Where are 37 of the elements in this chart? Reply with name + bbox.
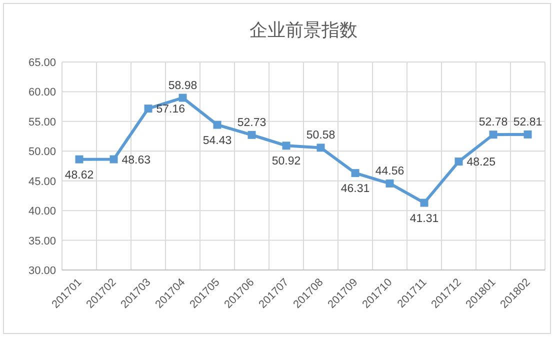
- data-label: 48.62: [64, 169, 94, 182]
- point: [248, 130, 256, 139]
- data-label: 52.73: [237, 116, 266, 129]
- data-label: 41.31: [410, 212, 439, 225]
- y-tick-label: 45.00: [28, 176, 56, 188]
- data-label: 58.98: [168, 80, 198, 92]
- point: [454, 158, 463, 166]
- data-label: 44.56: [375, 165, 404, 178]
- data-label: 46.31: [340, 183, 370, 196]
- data-label: 57.16: [156, 104, 186, 116]
- point: [489, 130, 498, 139]
- y-tick-label: 30.00: [28, 265, 56, 277]
- point: [144, 104, 152, 113]
- data-label: 54.43: [202, 134, 232, 147]
- data-label: 48.25: [466, 156, 496, 169]
- point: [316, 144, 325, 152]
- point: [75, 155, 84, 164]
- y-tick-label: 55.00: [28, 116, 56, 128]
- data-label: 48.63: [122, 154, 151, 166]
- y-tick-label: 40.00: [28, 206, 56, 218]
- chart-title: 企业前景指数: [250, 20, 358, 40]
- data-label: 50.58: [306, 130, 336, 142]
- data-label: 50.92: [272, 156, 301, 168]
- y-tick-label: 35.00: [28, 235, 56, 248]
- y-tick-label: 65.00: [28, 57, 56, 69]
- point: [282, 142, 290, 150]
- y-tick-label: 60.00: [28, 86, 56, 99]
- point: [386, 179, 394, 188]
- point: [420, 198, 428, 207]
- point: [213, 120, 222, 129]
- point: [178, 94, 187, 102]
- point: [524, 130, 532, 138]
- data-label: 52.78: [478, 116, 508, 129]
- y-tick-label: 50.00: [28, 146, 56, 158]
- point: [351, 169, 360, 178]
- point: [110, 155, 118, 164]
- data-label: 52.81: [513, 116, 542, 128]
